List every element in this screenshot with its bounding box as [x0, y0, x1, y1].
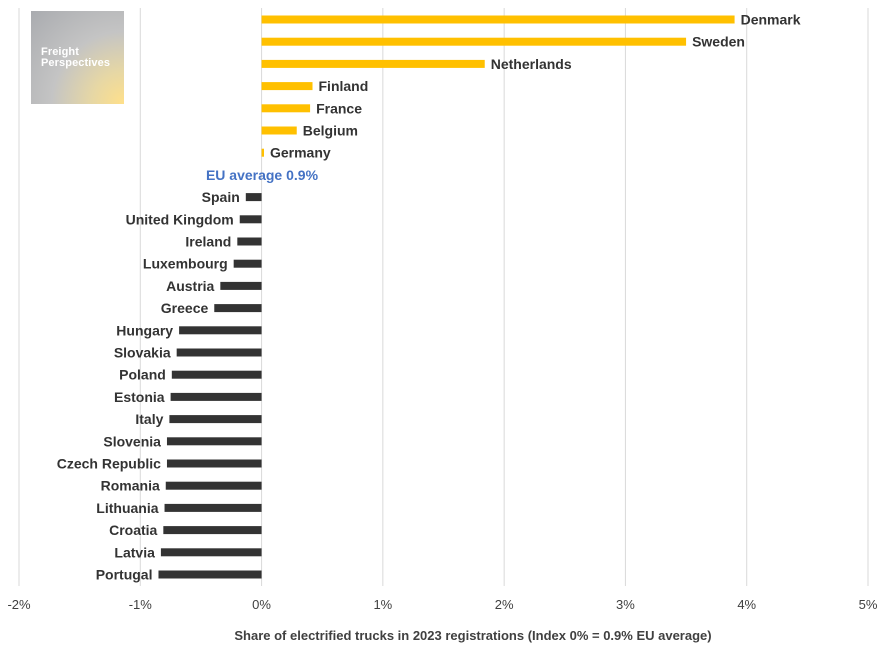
bar-label: Belgium	[303, 123, 358, 139]
bar	[160, 548, 262, 557]
bar-label: Portugal	[96, 567, 153, 583]
bar-label: Italy	[135, 411, 163, 427]
bar	[179, 326, 262, 335]
bar	[166, 437, 262, 446]
bar-label: Germany	[270, 145, 331, 161]
bar-label: Croatia	[109, 522, 157, 538]
bar	[233, 259, 262, 268]
x-tick-label: 2%	[495, 597, 514, 612]
bar-label: Ireland	[185, 234, 231, 250]
bar-label: Romania	[101, 478, 160, 494]
x-axis-title: Share of electrified trucks in 2023 regi…	[234, 628, 711, 643]
bar	[165, 481, 262, 490]
bar	[261, 126, 297, 135]
bar	[239, 215, 262, 224]
bar	[169, 415, 262, 424]
freight-perspectives-logo: Freight Perspectives	[31, 11, 124, 104]
logo-text-line2: Perspectives	[41, 57, 111, 69]
x-tick-label: -1%	[129, 597, 153, 612]
bar-label: Lithuania	[96, 500, 158, 516]
bar-label: Slovenia	[103, 433, 161, 449]
bar	[214, 304, 262, 313]
bar-label: Sweden	[692, 34, 745, 50]
bar	[261, 59, 485, 68]
bar-label: France	[316, 100, 362, 116]
x-tick-label: -2%	[7, 597, 31, 612]
bar	[171, 370, 262, 379]
bar-label: Estonia	[114, 389, 165, 405]
bar	[176, 348, 262, 357]
bar-label: Luxembourg	[143, 256, 228, 272]
bar-label: Hungary	[116, 322, 173, 338]
bar-label: United Kingdom	[126, 211, 234, 227]
bar-labels: Denmark Sweden Netherlands Finland France Bel…	[57, 12, 801, 583]
bar-label: Netherlands	[491, 56, 572, 72]
logo-text-line1: Freight	[41, 46, 79, 58]
bar	[164, 503, 262, 512]
bar-label: Spain	[202, 189, 240, 205]
x-tick-label: 4%	[737, 597, 756, 612]
bar	[261, 15, 735, 24]
x-axis-ticks: -2% -1% 0% 1% 2% 3% 4% 5%	[7, 597, 877, 612]
bar	[166, 459, 262, 468]
bar	[261, 37, 687, 46]
bar-label: Czech Republic	[57, 456, 161, 472]
x-tick-label: 1%	[373, 597, 392, 612]
bar	[163, 526, 262, 535]
bar-label: Finland	[319, 78, 369, 94]
bar	[245, 193, 262, 202]
bar-label: Latvia	[114, 544, 155, 560]
bar	[261, 148, 264, 157]
bar	[158, 570, 262, 579]
bar	[237, 237, 262, 246]
bar-label: Denmark	[741, 12, 801, 28]
bar-label: Poland	[119, 367, 166, 383]
x-tick-label: 5%	[859, 597, 878, 612]
x-tick-label: 3%	[616, 597, 635, 612]
bar	[261, 82, 313, 91]
x-tick-label: 0%	[252, 597, 271, 612]
eu-average-label: EU average 0.9%	[206, 167, 319, 183]
bar-label: Austria	[166, 278, 214, 294]
bar	[261, 104, 311, 113]
bars	[158, 15, 735, 579]
bar	[220, 281, 262, 290]
bar-label: Slovakia	[114, 345, 171, 361]
bar-label: Greece	[161, 300, 209, 316]
bar	[170, 392, 262, 401]
